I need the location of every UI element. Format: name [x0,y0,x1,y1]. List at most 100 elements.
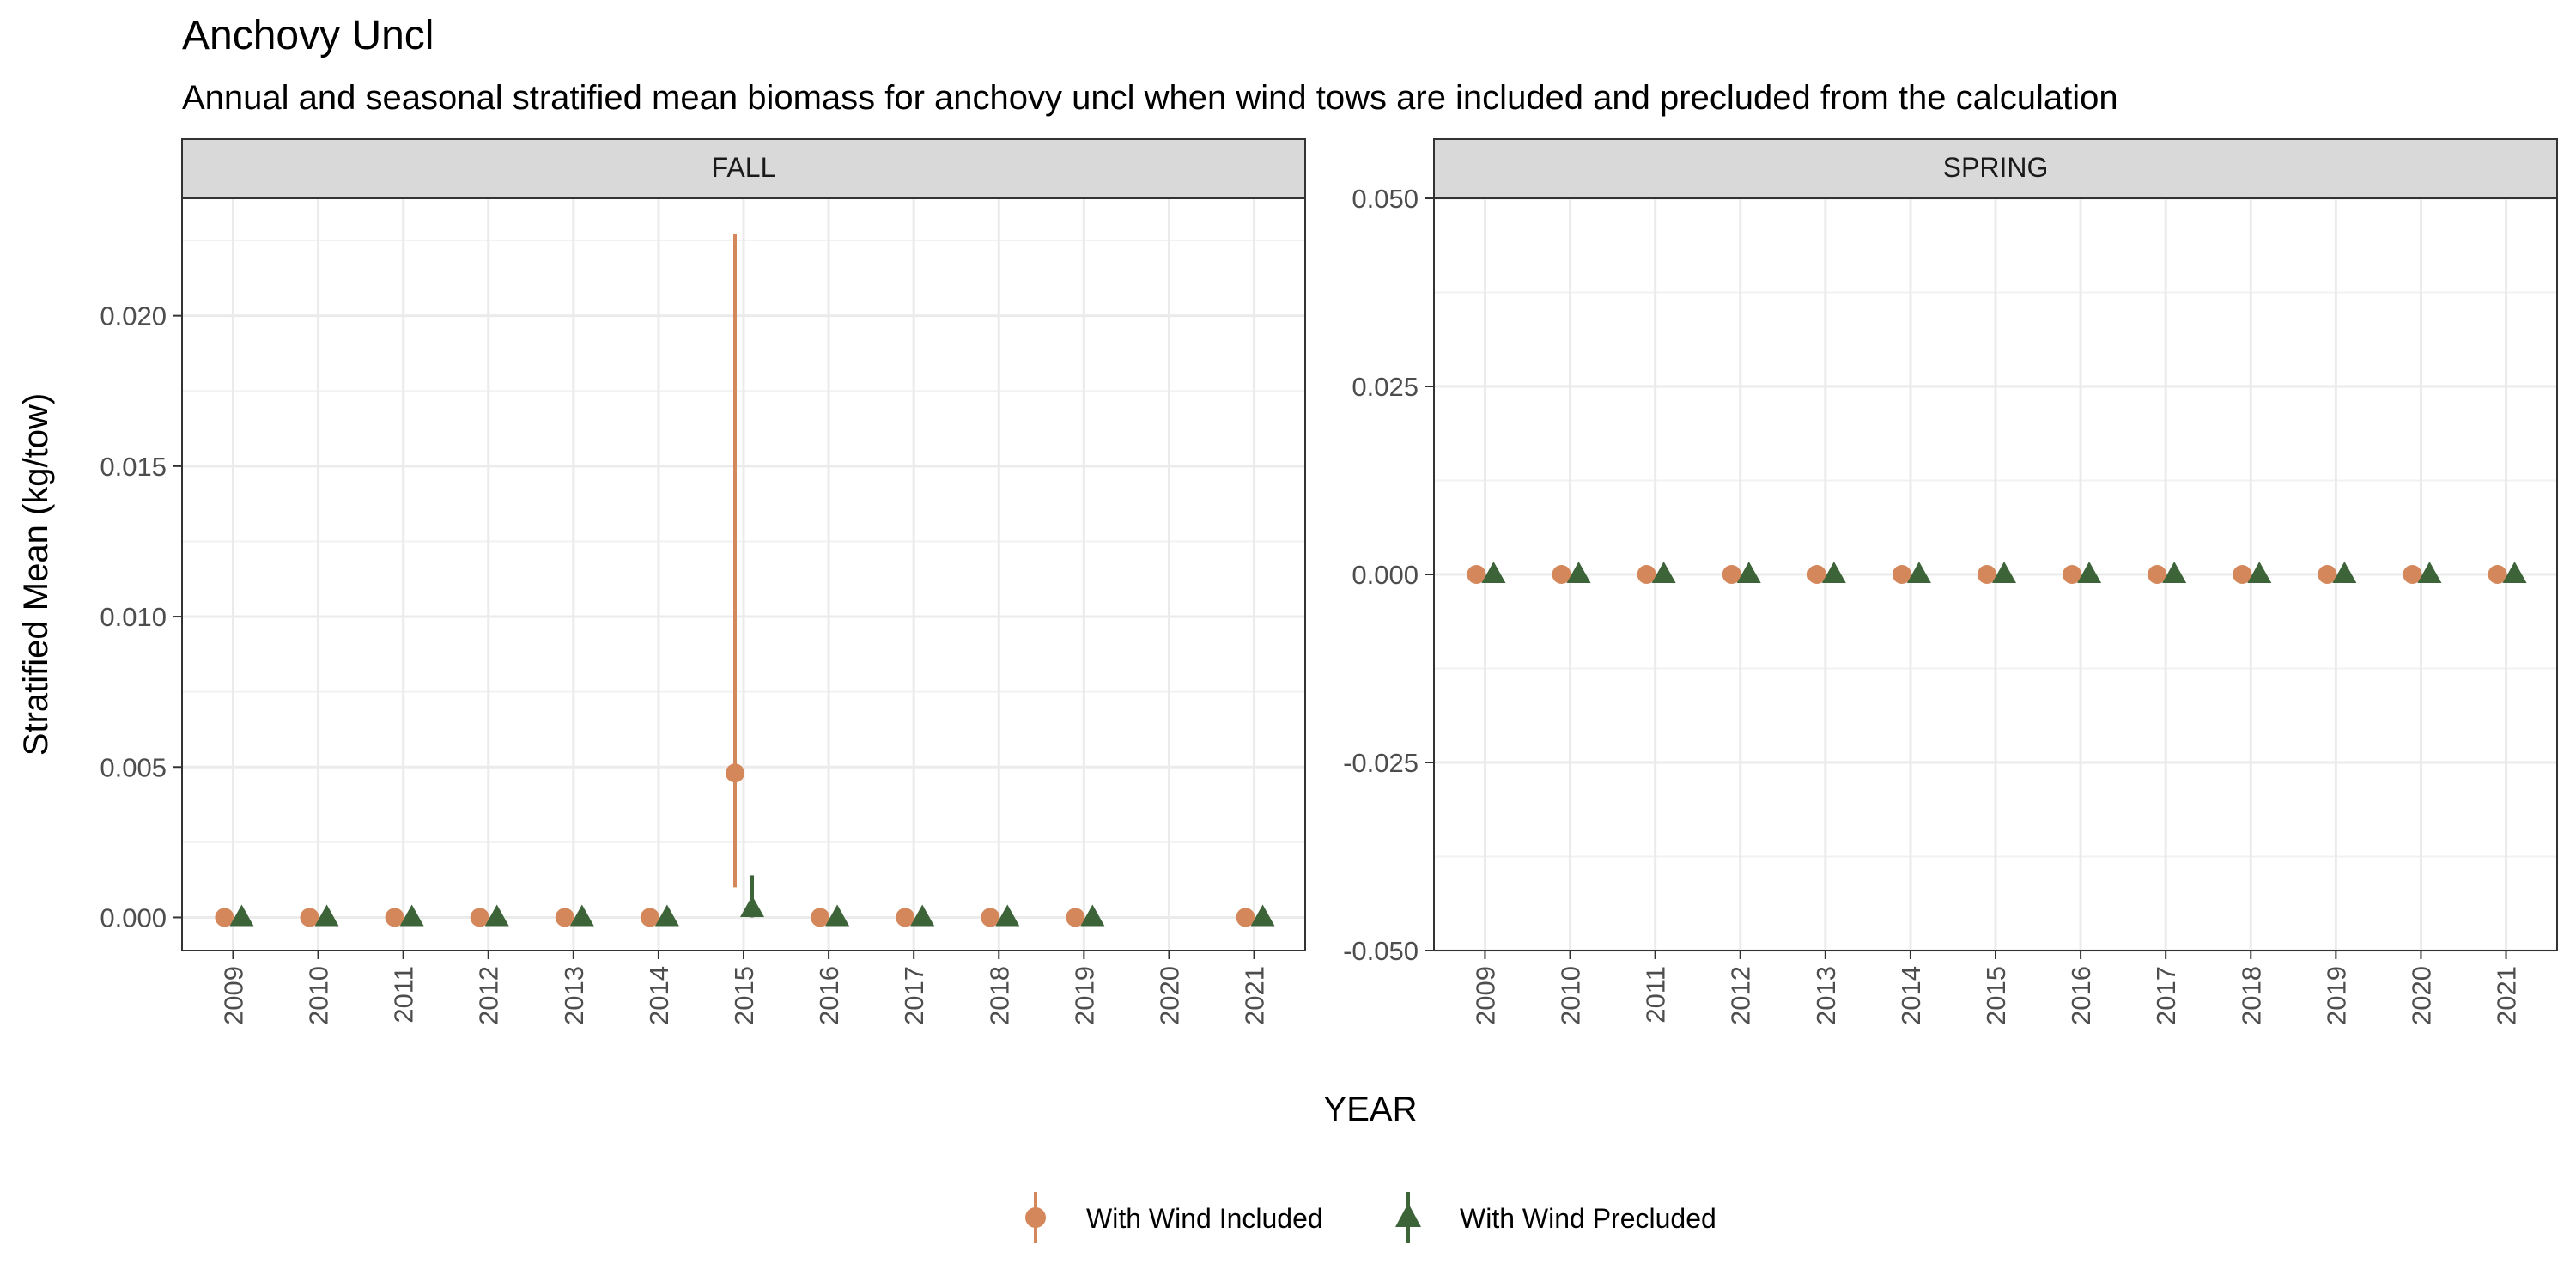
facet-strip-label: SPRING [1943,152,2049,183]
point-with-wind-included [1552,565,1571,584]
point-with-wind-included [2318,565,2337,584]
chart-title: Anchovy Uncl [182,13,434,58]
point-with-wind-included [811,908,830,927]
point-with-wind-included [2488,565,2507,584]
point-with-wind-precluded [740,895,764,917]
y-tick-label: 0.005 [100,752,167,782]
chart-subtitle: Annual and seasonal stratified mean biom… [182,79,2118,117]
point-with-wind-precluded [1992,562,2016,583]
x-tick-label: 2018 [2236,966,2266,1025]
point-with-wind-included [1722,565,1741,584]
y-tick-label: 0.025 [1352,372,1419,402]
point-with-wind-included [640,908,659,927]
point-with-wind-included [1467,565,1486,584]
point-with-wind-precluded [2417,562,2442,583]
x-tick-label: 2012 [474,966,504,1025]
point-with-wind-included [981,908,1000,927]
y-tick-label: 0.010 [100,602,167,632]
point-with-wind-included [726,763,744,783]
point-with-wind-precluded [399,904,424,927]
x-tick-label: 2021 [2492,966,2522,1025]
x-tick-label: 2012 [1726,966,1756,1025]
y-tick-label: -0.025 [1343,748,1419,778]
point-with-wind-precluded [1250,904,1275,927]
y-tick-label: 0.000 [100,902,167,933]
legend-label: With Wind Precluded [1460,1203,1716,1234]
x-tick-label: 2014 [1896,966,1926,1025]
point-with-wind-included [2233,565,2252,584]
x-tick-label: 2010 [304,966,334,1025]
point-with-wind-precluded [2502,562,2527,583]
facet-strip-label: FALL [712,152,776,183]
legend-key-triangle [1395,1203,1421,1227]
y-tick-label: 0.050 [1352,184,1419,214]
x-tick-label: 2013 [559,966,589,1025]
x-tick-label: 2017 [2151,966,2181,1025]
point-with-wind-precluded [1821,562,1846,583]
point-with-wind-included [2403,565,2422,584]
point-with-wind-included [470,908,489,927]
facet-strip [1433,138,2558,198]
point-with-wind-precluded [569,904,594,927]
point-with-wind-included [300,908,319,927]
x-tick-label: 2010 [1556,966,1586,1025]
point-with-wind-precluded [1481,562,1506,583]
point-with-wind-precluded [1651,562,1676,583]
x-tick-label: 2021 [1240,966,1270,1025]
point-with-wind-precluded [1736,562,1761,583]
point-with-wind-included [1978,565,1996,584]
point-with-wind-included [1807,565,1826,584]
point-with-wind-included [2148,565,2167,584]
y-tick-label: 0.000 [1352,560,1419,590]
legend-label: With Wind Included [1086,1203,1323,1234]
x-tick-label: 2014 [644,966,674,1025]
facet-panel-fall: FALL 0.000 0.005 0.010 0.015 0.020 2009 2010 201… [100,138,1306,1025]
x-tick-label: 2009 [1470,966,1500,1025]
x-tick-label: 2015 [1981,966,2011,1025]
point-with-wind-included [1066,908,1085,927]
x-tick-label: 2011 [1641,966,1671,1024]
x-tick-label: 2020 [2406,966,2436,1025]
facet-panel-spring: SPRING -0.050 -0.025 0.000 0.025 0.050 2009 201… [1343,138,2558,1025]
point-with-wind-precluded [2077,562,2102,583]
point-with-wind-precluded [2162,562,2187,583]
point-with-wind-precluded [654,904,679,927]
x-tick-label: 2015 [729,966,759,1025]
point-with-wind-included [215,908,234,927]
y-tick-label: 0.020 [100,301,167,331]
point-with-wind-precluded [910,904,935,927]
y-axis-title: Stratified Mean (kg/tow) [17,393,55,756]
x-tick-label: 2009 [218,966,248,1025]
point-with-wind-precluded [314,904,339,927]
x-axis-title: YEAR [1324,1091,1418,1128]
legend: With Wind Included With Wind Precluded [1025,1192,1716,1243]
point-with-wind-precluded [2247,562,2272,583]
point-with-wind-included [385,908,404,927]
x-tick-label: 2019 [2321,966,2351,1025]
x-tick-label: 2016 [814,966,844,1025]
point-with-wind-included [1236,908,1255,927]
x-tick-label: 2018 [984,966,1014,1025]
point-with-wind-included [1892,565,1911,584]
x-tick-label: 2013 [1811,966,1841,1025]
x-tick-label: 2020 [1154,966,1184,1025]
point-with-wind-precluded [1566,562,1591,583]
x-tick-label: 2011 [389,966,419,1024]
x-tick-label: 2017 [899,966,929,1025]
x-tick-label: 2019 [1069,966,1099,1025]
point-with-wind-included [2063,565,2082,584]
point-with-wind-included [1637,565,1656,584]
point-with-wind-precluded [2332,562,2357,583]
point-with-wind-precluded [229,904,254,927]
legend-key-circle [1025,1207,1046,1228]
point-with-wind-precluded [825,904,850,927]
point-with-wind-included [555,908,574,927]
x-tick-label: 2016 [2066,966,2096,1025]
facet-strip [181,138,1306,198]
y-tick-label: -0.050 [1343,936,1419,966]
y-tick-label: 0.015 [100,452,167,482]
point-with-wind-included [896,908,915,927]
point-with-wind-precluded [995,904,1020,927]
point-with-wind-precluded [1080,904,1105,927]
